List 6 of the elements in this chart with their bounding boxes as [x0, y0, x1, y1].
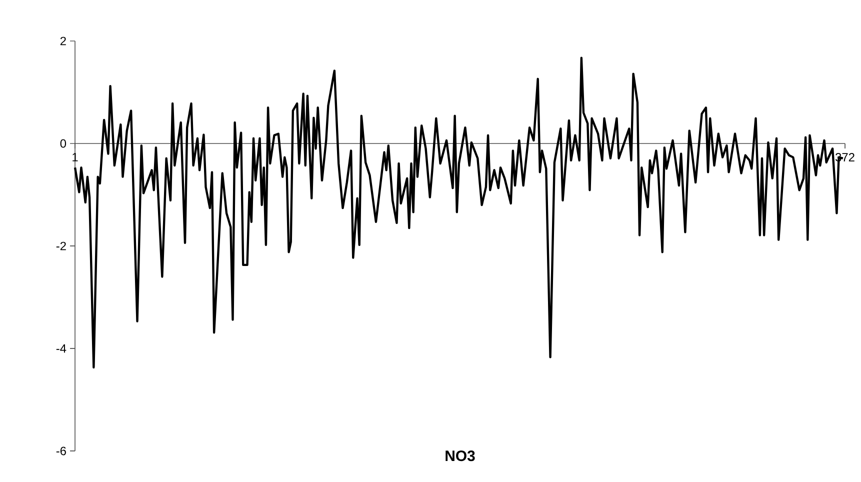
y-tick-label: 2 [60, 36, 66, 46]
y-tick-label: -4 [56, 344, 66, 353]
text: NO3 [446, 450, 475, 462]
y-tick-label: -2 [56, 242, 66, 250]
y-tick-label: -6 [56, 446, 66, 456]
y-tick-label: 0 [60, 139, 66, 148]
